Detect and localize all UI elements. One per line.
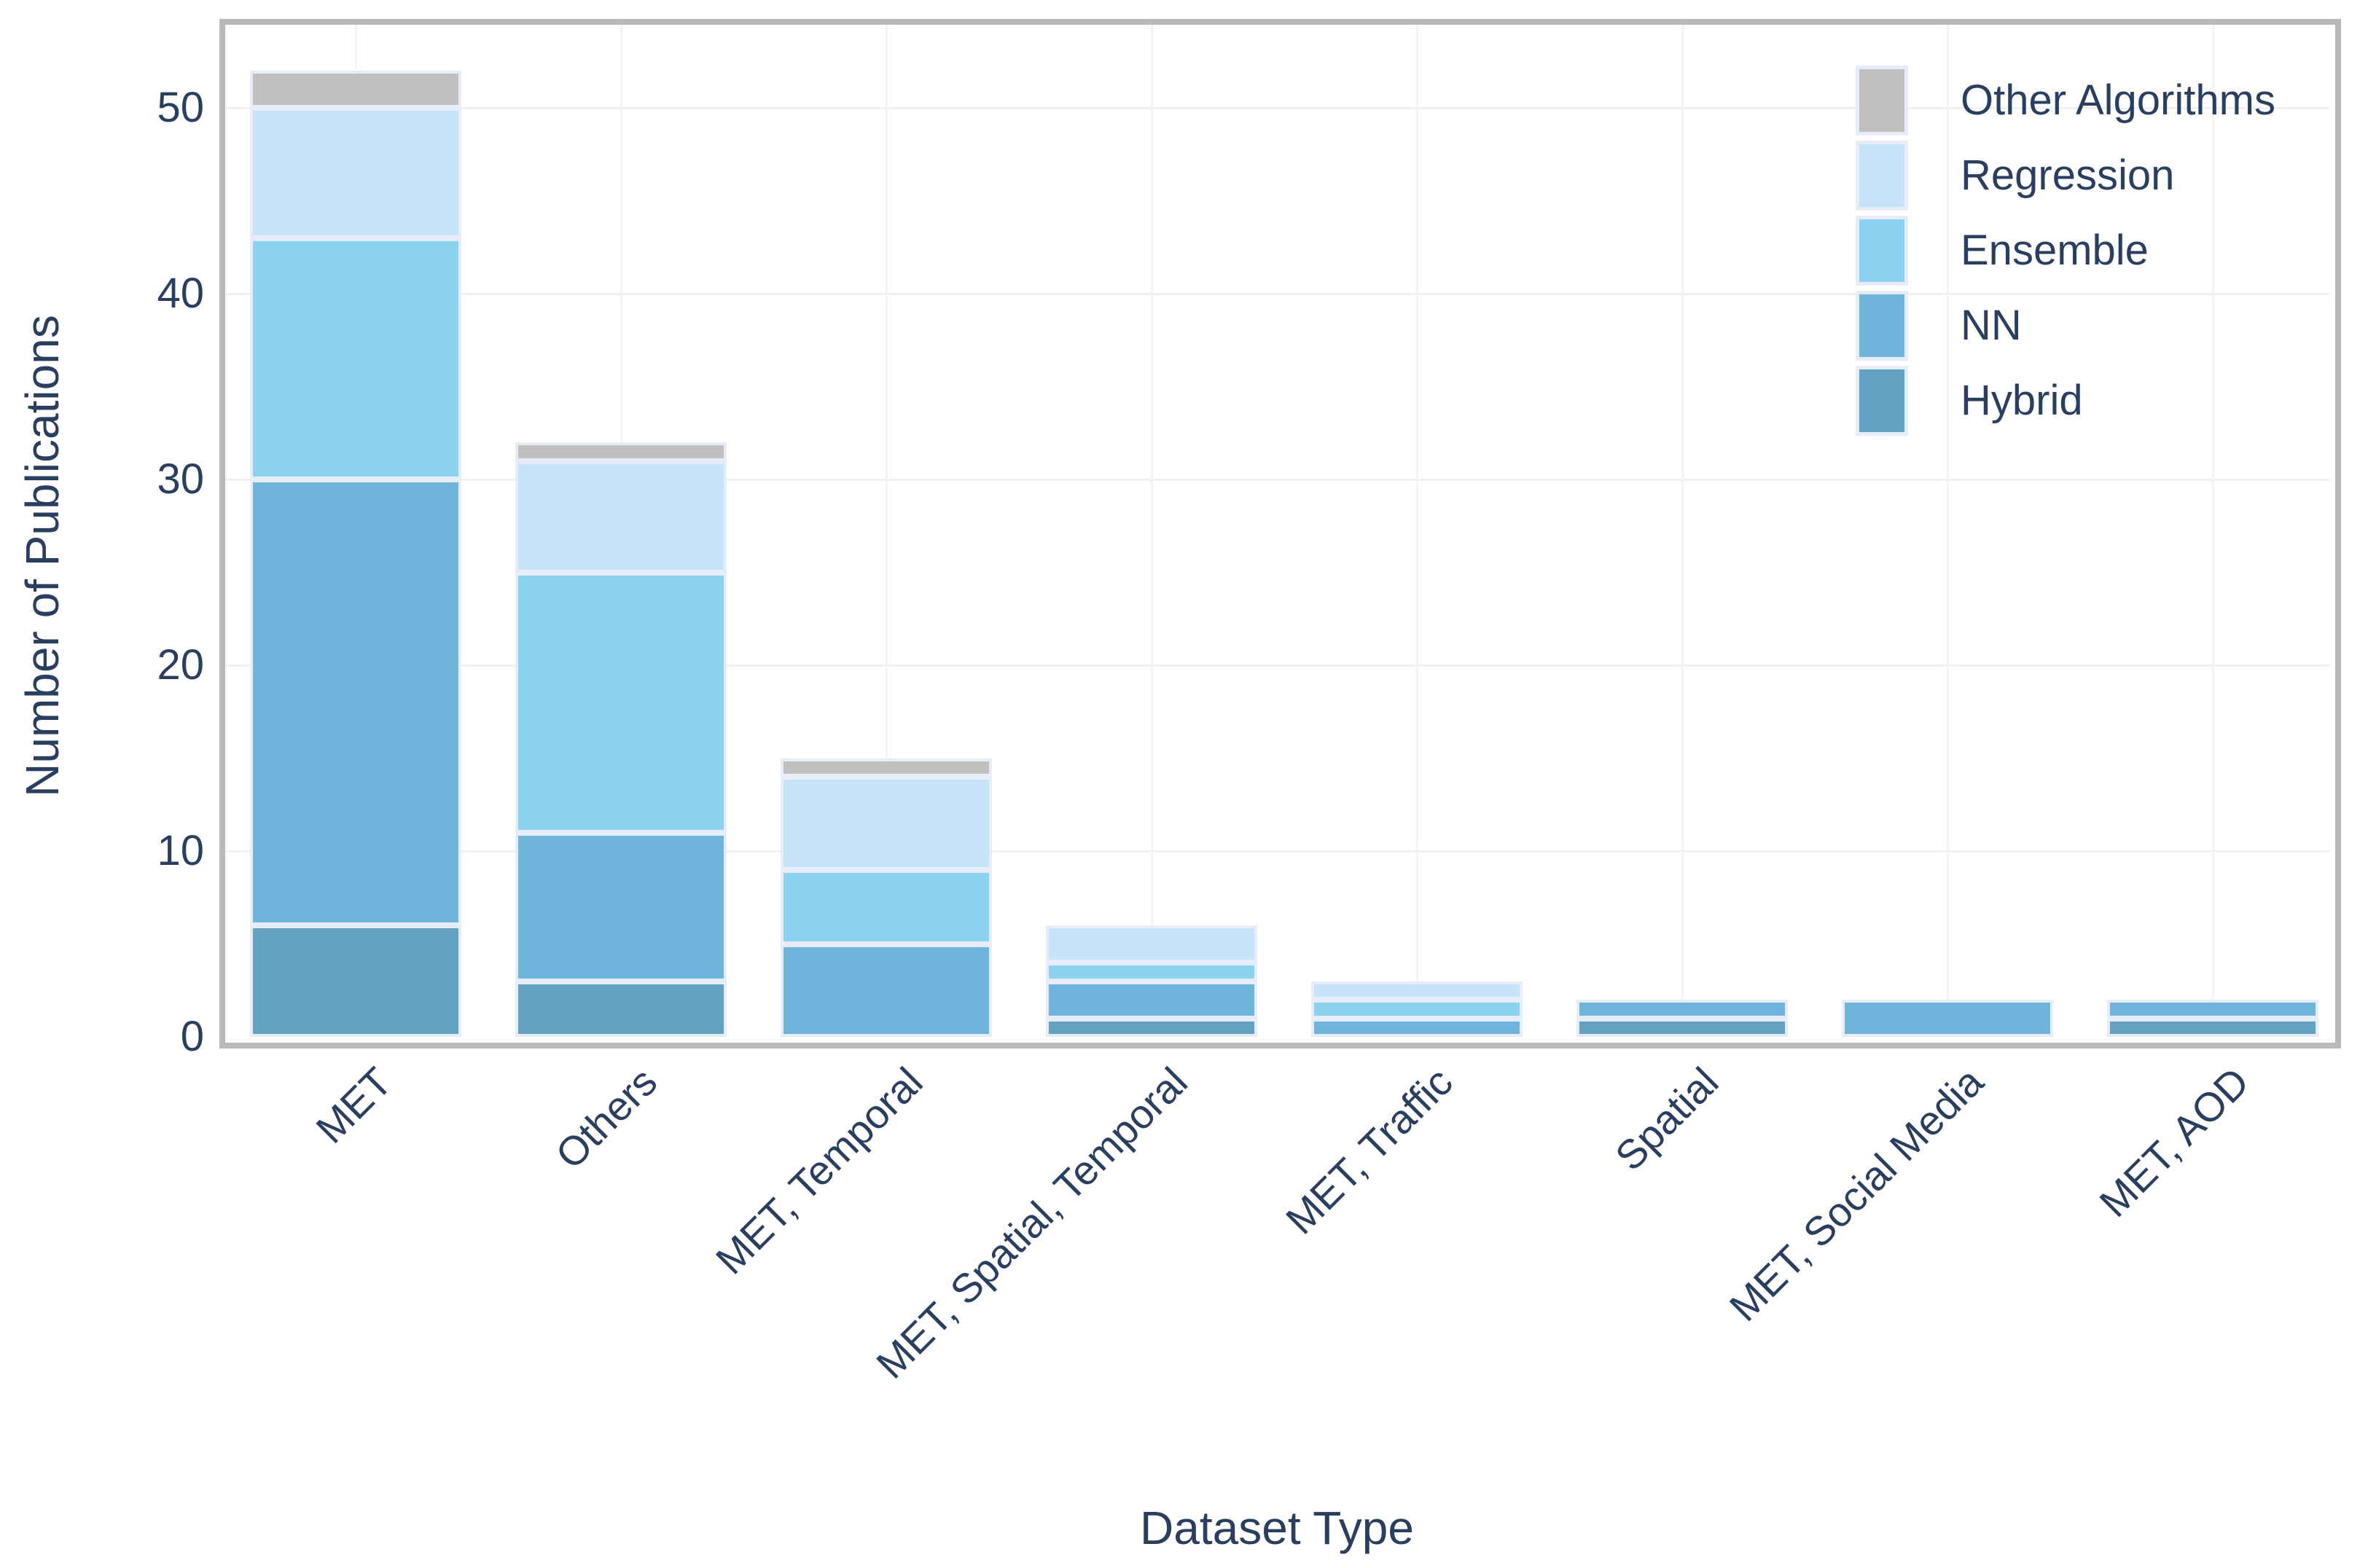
bar-met-segment-other-algorithms (250, 71, 461, 108)
bar-met-social-media-segment-nn (1842, 1000, 2053, 1037)
v-gridline-met-aod (2212, 25, 2214, 1037)
x-tick-label-met-social-media: MET, Social Media (1720, 1058, 1993, 1330)
y-tick-label-50: 50 (157, 84, 204, 131)
h-gridline-30 (225, 479, 2329, 481)
h-gridline-40 (225, 293, 2329, 295)
legend-swatch-ensemble (1856, 215, 1908, 286)
bar-met-temporal-segment-other-algorithms (781, 758, 992, 777)
legend-label-regression: Regression (1961, 152, 2175, 199)
x-axis-title: Dataset Type (1140, 1502, 1414, 1554)
v-gridline-spatial (1681, 25, 1684, 1037)
x-tick-label-met-spatial-temporal: MET, Spatial, Temporal (867, 1058, 1197, 1387)
x-tick-label-met-aod: MET, AOD (2090, 1058, 2258, 1226)
bar-met-segment-regression (250, 108, 461, 238)
bar-met-temporal-segment-ensemble (781, 869, 992, 944)
x-tick-label-others: Others (546, 1058, 666, 1178)
v-gridline-met-social-media (1947, 25, 1949, 1037)
legend-label-ensemble: Ensemble (1961, 227, 2149, 274)
bar-others-segment-hybrid (515, 981, 727, 1037)
bar-met-traffic-segment-nn (1311, 1018, 1523, 1037)
y-tick-label-20: 20 (157, 641, 204, 689)
bar-met-spatial-temporal-segment-hybrid (1046, 1018, 1257, 1037)
h-gridline-10 (225, 850, 2329, 852)
bar-met-aod-segment-nn (2107, 1000, 2318, 1019)
bar-met-temporal-segment-regression (781, 777, 992, 870)
bar-met-traffic-segment-regression (1311, 981, 1523, 1000)
bar-met-segment-hybrid (250, 925, 461, 1037)
bar-met-segment-nn (250, 479, 461, 925)
x-tick-label-met: MET (307, 1058, 401, 1152)
legend-swatch-other-algorithms (1856, 65, 1908, 136)
legend-item-other-algorithms: Other Algorithms (1856, 63, 2275, 138)
bar-met-segment-ensemble (250, 238, 461, 479)
y-tick-label-10: 10 (157, 827, 204, 874)
bar-met-spatial-temporal-segment-regression (1046, 925, 1257, 963)
bar-met-spatial-temporal-segment-nn (1046, 981, 1257, 1019)
v-gridline-met-spatial-temporal (1151, 25, 1153, 1037)
y-tick-label-40: 40 (157, 270, 204, 317)
legend-item-regression: Regression (1856, 138, 2275, 213)
legend-swatch-nn (1856, 290, 1908, 361)
legend-label-other-algorithms: Other Algorithms (1961, 77, 2275, 124)
h-gridline-20 (225, 665, 2329, 667)
bar-spatial-segment-nn (1576, 1000, 1788, 1019)
bar-met-spatial-temporal-segment-ensemble (1046, 963, 1257, 981)
x-tick-label-met-traffic: MET, Traffic (1277, 1058, 1462, 1243)
y-axis-title: Number of Publications (16, 315, 69, 797)
bar-others-segment-ensemble (515, 572, 727, 833)
v-gridline-met-traffic (1416, 25, 1418, 1037)
x-tick-label-spatial: Spatial (1606, 1058, 1727, 1180)
bar-spatial-segment-hybrid (1576, 1018, 1788, 1037)
legend-swatch-hybrid (1856, 365, 1908, 436)
y-tick-label-30: 30 (157, 455, 204, 503)
legend-label-hybrid: Hybrid (1961, 377, 2083, 424)
h-gridline-50 (225, 107, 2329, 109)
v-gridline-met-temporal (886, 25, 888, 1037)
legend-label-nn: NN (1961, 302, 2022, 349)
legend-item-ensemble: Ensemble (1856, 213, 2275, 288)
bar-others-segment-nn (515, 832, 727, 981)
bar-met-aod-segment-hybrid (2107, 1018, 2318, 1037)
legend-item-hybrid: Hybrid (1856, 363, 2275, 438)
bar-others-segment-other-algorithms (515, 442, 727, 461)
legend-item-nn: NN (1856, 288, 2275, 363)
legend: Other Algorithms Regression Ensemble NN Hybr… (1856, 63, 2275, 438)
x-tick-label-met-temporal: MET, Temporal (706, 1058, 931, 1283)
y-tick-label-0: 0 (180, 1013, 204, 1060)
legend-swatch-regression (1856, 140, 1908, 211)
bar-met-traffic-segment-ensemble (1311, 1000, 1523, 1019)
bar-others-segment-regression (515, 460, 727, 573)
bar-met-temporal-segment-nn (781, 944, 992, 1037)
